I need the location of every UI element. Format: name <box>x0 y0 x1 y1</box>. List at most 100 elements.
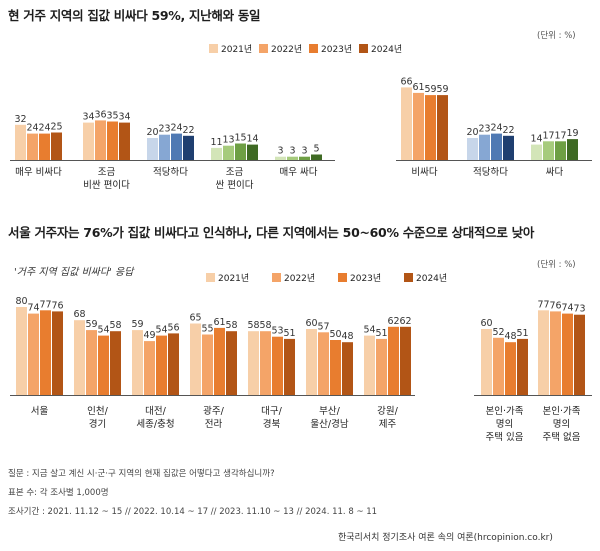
bar <box>467 138 478 160</box>
category-label: 조금 <box>226 167 244 178</box>
bar <box>39 133 50 160</box>
chart1-legend-2021: 2021년 <box>209 42 252 55</box>
category-label: 명의 <box>496 419 513 430</box>
data-label: 56 <box>167 322 179 333</box>
legend-swatch <box>259 44 268 53</box>
category-label: 명의 <box>553 419 570 430</box>
data-label: 65 <box>189 313 201 324</box>
data-label: 24 <box>170 123 182 134</box>
bar <box>171 133 182 160</box>
category-label: 인천/ <box>87 406 108 417</box>
bar <box>83 122 94 160</box>
legend-swatch <box>309 44 318 53</box>
chart1-title: 현 거주 지역의 집값 비싸다 59%, 지난해와 동일 <box>8 8 261 23</box>
chart2-legend-2024: 2024년 <box>404 271 447 284</box>
bar <box>364 335 375 395</box>
category-label: 경북 <box>263 418 281 430</box>
bar <box>531 144 542 160</box>
legend-label: 2021년 <box>218 274 250 284</box>
data-label: 34 <box>118 112 130 123</box>
category-label: 대구/ <box>261 406 282 417</box>
bar <box>144 341 155 395</box>
bar <box>491 133 502 160</box>
source-credit: 한국리서치 정기조사 여론 속의 여론(hrcopinion.co.kr) <box>338 533 553 543</box>
data-label: 14 <box>530 134 542 145</box>
bar <box>503 135 514 160</box>
chart1-legend-2022: 2022년 <box>259 42 302 55</box>
data-label: 58 <box>225 320 237 331</box>
note-period: 조사기간 : 2021. 11.12 ~ 15 // 2022. 10.14 ~… <box>8 507 378 517</box>
data-label: 22 <box>182 125 194 136</box>
bar <box>98 335 109 395</box>
data-label: 74 <box>27 303 39 314</box>
data-label: 49 <box>143 330 155 341</box>
data-label: 20 <box>146 127 158 138</box>
bar <box>16 307 27 395</box>
data-label: 68 <box>73 309 85 320</box>
bar <box>543 141 554 160</box>
data-label: 17 <box>554 130 566 141</box>
data-label: 24 <box>38 123 50 134</box>
legend-label: 2022년 <box>284 274 316 284</box>
data-label: 48 <box>341 331 353 342</box>
category-label: 제주 <box>379 419 397 430</box>
category-label: 경기 <box>89 418 106 430</box>
bar <box>27 133 38 160</box>
data-label: 15 <box>234 133 246 144</box>
data-label: 60 <box>305 318 317 329</box>
data-label: 3 <box>289 146 295 157</box>
data-label: 51 <box>375 328 387 339</box>
data-label: 17 <box>542 130 554 141</box>
legend-swatch <box>272 273 281 282</box>
data-label: 19 <box>566 128 578 139</box>
bar <box>211 147 222 160</box>
bar <box>342 342 353 395</box>
bar <box>52 311 63 395</box>
bar <box>567 139 578 160</box>
legend-label: 2023년 <box>321 45 353 55</box>
legend-label: 2024년 <box>371 45 403 55</box>
bar <box>214 327 225 395</box>
bar <box>284 338 295 395</box>
bar <box>272 336 283 395</box>
chart2-legend-2021: 2021년 <box>206 271 249 284</box>
bar <box>517 338 528 395</box>
bar <box>574 314 585 395</box>
data-label: 55 <box>201 324 213 335</box>
data-label: 3 <box>277 146 283 157</box>
category-label: 비싸다 <box>411 167 437 178</box>
bar <box>183 135 194 160</box>
data-label: 73 <box>573 304 585 315</box>
bar <box>86 330 97 395</box>
category-label: 매우 싸다 <box>280 167 318 178</box>
category-label: 싸다 <box>546 167 564 178</box>
data-label: 3 <box>301 146 307 157</box>
chart2-subtitle: '거주 지역 집값 비싸다' 응답 <box>14 267 134 278</box>
bar <box>51 132 62 160</box>
bar <box>479 134 490 160</box>
bar <box>132 330 143 395</box>
data-label: 53 <box>271 326 283 337</box>
data-label: 76 <box>549 300 561 311</box>
data-label: 35 <box>106 111 118 122</box>
category-label: 적당하다 <box>153 166 188 178</box>
data-label: 5 <box>313 144 319 155</box>
legend-label: 2024년 <box>416 274 448 284</box>
category-label: 주택 있음 <box>486 431 524 443</box>
bar <box>318 332 329 395</box>
bar <box>400 326 411 395</box>
data-label: 62 <box>387 316 399 327</box>
data-label: 24 <box>490 123 502 134</box>
bar <box>74 320 85 395</box>
data-label: 58 <box>259 320 271 331</box>
data-label: 77 <box>537 299 549 310</box>
category-label: 대전/ <box>145 406 166 417</box>
chart1-legend-2023: 2023년 <box>309 42 352 55</box>
data-label: 36 <box>94 109 106 120</box>
bar <box>226 331 237 395</box>
category-label: 조금 <box>98 167 116 178</box>
data-label: 51 <box>283 328 295 339</box>
legend-swatch <box>359 44 368 53</box>
